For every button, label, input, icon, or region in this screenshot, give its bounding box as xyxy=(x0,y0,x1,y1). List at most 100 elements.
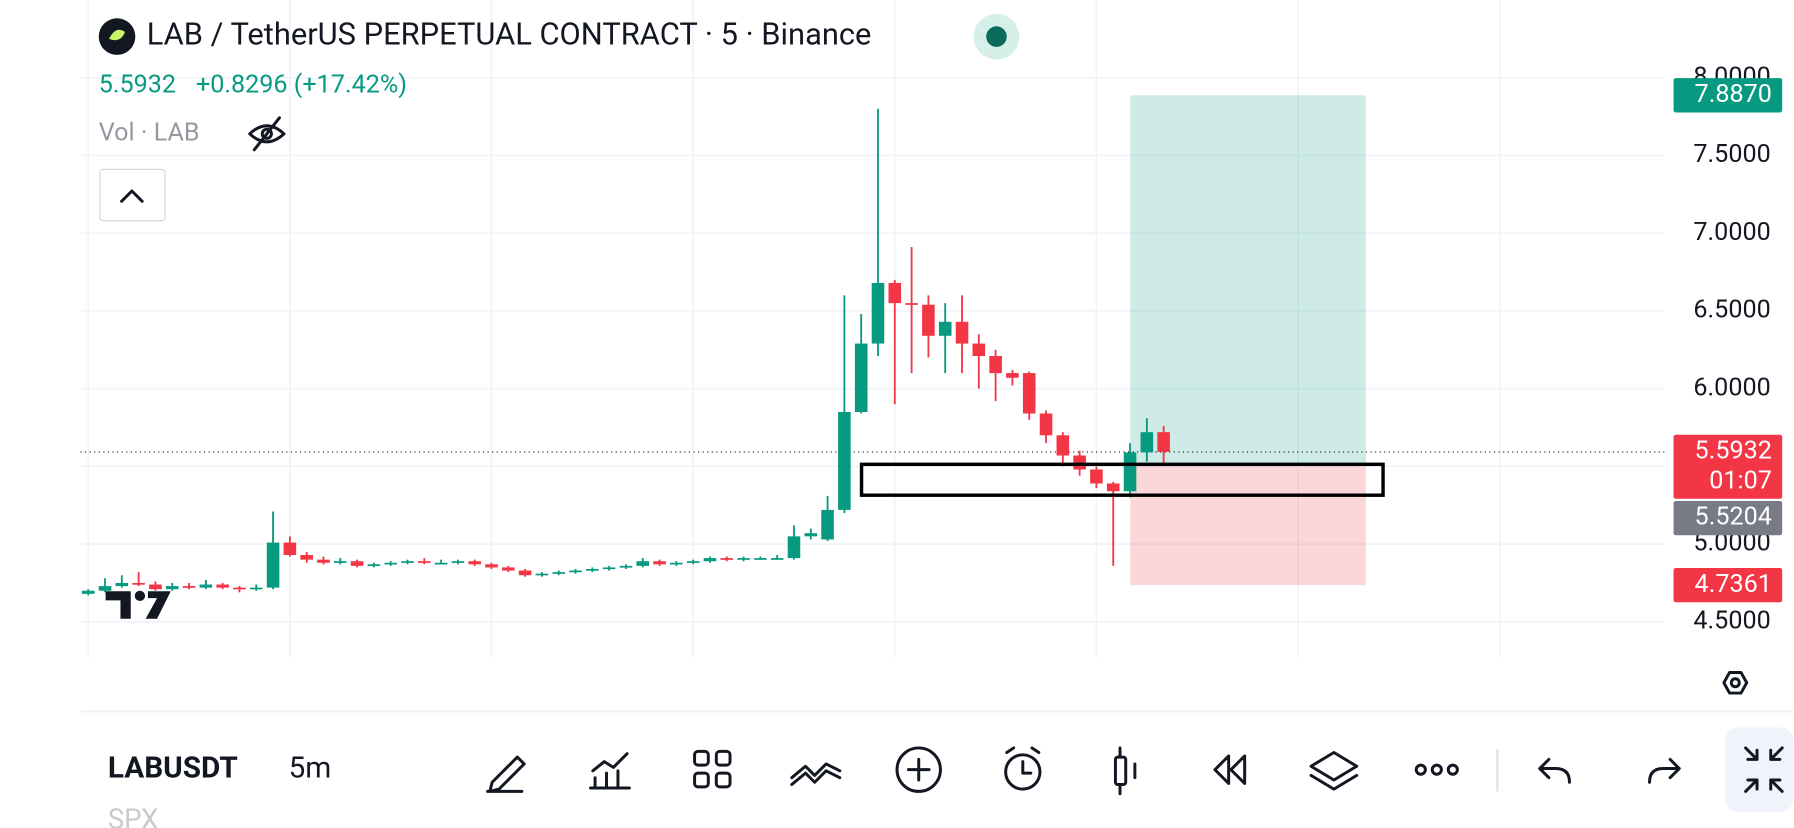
candle-body xyxy=(586,568,599,571)
candle-body xyxy=(535,573,549,576)
draw-tool[interactable] xyxy=(486,755,526,793)
indicators[interactable] xyxy=(589,752,631,790)
symbol-option[interactable]: ETHUSD xyxy=(108,700,212,733)
tradingview-logo xyxy=(105,590,171,619)
candle-body xyxy=(686,561,700,563)
target-badge-label: 7.8870 xyxy=(1695,80,1772,109)
interval-button[interactable]: 5m xyxy=(289,751,332,786)
candle-body xyxy=(972,343,986,357)
candle-body xyxy=(922,304,935,336)
object-tree[interactable] xyxy=(1309,751,1359,791)
candle-body xyxy=(81,590,95,594)
candle-body xyxy=(737,558,750,560)
candle-body xyxy=(518,570,532,576)
candle-body xyxy=(451,561,465,563)
target-badge xyxy=(1673,78,1783,113)
candle-body xyxy=(703,558,717,562)
collapse-button[interactable] xyxy=(99,168,166,222)
stop-badge xyxy=(1673,567,1783,603)
candle-body xyxy=(653,561,666,565)
y-tick-label: 6.0000 xyxy=(1693,373,1770,402)
candle-body xyxy=(300,554,313,560)
y-tick-label: 6.5000 xyxy=(1693,296,1770,325)
layouts[interactable] xyxy=(693,749,732,789)
volume-label: Vol · LAB xyxy=(99,118,200,147)
add[interactable] xyxy=(895,746,942,793)
candle-body xyxy=(233,587,246,590)
x-tick-label: 15:00 xyxy=(57,667,119,695)
candle-body xyxy=(854,343,868,412)
candle-body xyxy=(1039,413,1053,436)
candle-body xyxy=(1056,435,1070,456)
candle-body xyxy=(165,586,179,590)
symbol-option[interactable]: SPX xyxy=(108,803,158,828)
candle-body xyxy=(401,561,414,563)
candle-body xyxy=(350,561,364,566)
price-change: +0.8296 (+17.42%) xyxy=(196,70,407,99)
last-price: 5.5932 xyxy=(99,70,176,99)
undo[interactable] xyxy=(1538,757,1571,784)
candle-body xyxy=(1123,452,1137,492)
current-symbol[interactable]: LABUSDT xyxy=(108,751,238,786)
y-tick-label: 4.5000 xyxy=(1693,606,1770,635)
candle-body xyxy=(115,582,129,587)
replay[interactable] xyxy=(1213,754,1247,785)
settings-button[interactable] xyxy=(1722,670,1749,695)
drawn-rectangle[interactable] xyxy=(859,462,1385,497)
x-tick-label: 20:00 xyxy=(1066,667,1128,695)
redo[interactable] xyxy=(1648,757,1681,784)
candle-body xyxy=(283,542,297,555)
candle-body xyxy=(838,411,851,510)
candle-body xyxy=(216,584,229,588)
candle-body xyxy=(418,561,431,563)
candle-body xyxy=(602,567,616,570)
plot-area xyxy=(80,108,1665,596)
candle-body xyxy=(434,562,448,565)
stop-badge-label: 4.7361 xyxy=(1695,570,1772,599)
candle-body xyxy=(720,558,734,560)
candle-body xyxy=(787,536,801,559)
candle-body xyxy=(569,570,582,573)
symbol-logo xyxy=(98,18,136,55)
y-tick-label: 7.0000 xyxy=(1693,218,1770,247)
x-tick-label: 17:00 xyxy=(461,667,523,695)
candle-body xyxy=(1106,483,1120,492)
candle-body xyxy=(754,558,767,560)
candle-body xyxy=(1006,373,1019,378)
more[interactable] xyxy=(1414,763,1459,776)
entry-badge xyxy=(1673,500,1783,536)
chart-type[interactable] xyxy=(1113,746,1137,796)
hide-volume-button[interactable] xyxy=(248,116,286,152)
x-tick-label: 18:00 xyxy=(662,667,724,695)
profit-zone xyxy=(1130,95,1366,464)
candle-body xyxy=(132,582,145,585)
price-axis: 4.50005.00005.50006.00006.50007.00007.50… xyxy=(1673,62,1783,635)
candle-body xyxy=(1022,373,1036,414)
candle-body xyxy=(636,561,650,566)
symbol-picker[interactable]: ETHUSD LABUSDT SPX xyxy=(108,700,238,828)
candle-body xyxy=(468,561,481,565)
market-status[interactable] xyxy=(973,13,1020,60)
candle-body xyxy=(1090,469,1103,484)
symbol-title: LAB / TetherUS PERPETUAL CONTRACT · 5 · … xyxy=(147,16,872,53)
candle-body xyxy=(1157,432,1170,452)
candle-body xyxy=(98,586,112,591)
alerts[interactable] xyxy=(1004,746,1042,791)
candle-body xyxy=(552,572,566,574)
candle-body xyxy=(1073,455,1086,470)
entry-badge-label: 5.5204 xyxy=(1695,503,1772,532)
candle-body xyxy=(502,567,515,571)
fullscreen[interactable] xyxy=(1725,727,1794,812)
candle-body xyxy=(670,562,683,565)
candle-body xyxy=(485,564,498,568)
candle-body xyxy=(871,282,885,344)
toolbar-icons xyxy=(486,727,1794,812)
last-price-badge-label: 5.5932 xyxy=(1695,437,1772,466)
last-price-badge xyxy=(1673,434,1783,499)
position-tool[interactable] xyxy=(1130,95,1366,586)
candle-body xyxy=(249,587,263,590)
candle-body xyxy=(804,533,818,537)
candle-body xyxy=(905,303,918,305)
compare[interactable] xyxy=(790,762,842,787)
candle-body xyxy=(888,282,902,304)
